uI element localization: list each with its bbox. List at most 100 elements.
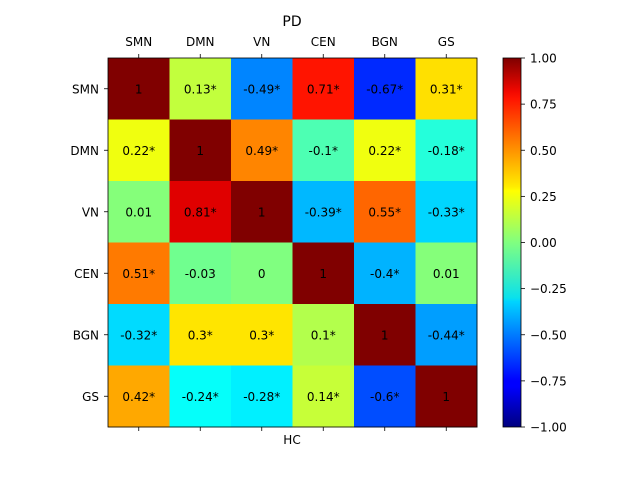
cell-label-5-2: -0.28* xyxy=(243,390,280,404)
cell-label-0-3: 0.71* xyxy=(307,82,340,96)
heatmap-cell-3-1 xyxy=(169,242,232,305)
heatmap-cell-1-3 xyxy=(292,119,355,182)
colorbar-gradient xyxy=(502,57,522,428)
cell-label-3-1: -0.03 xyxy=(185,267,216,281)
y-tick-label-3: CEN xyxy=(74,267,99,281)
heatmap-cell-5-2 xyxy=(231,365,293,428)
cell-label-2-0: 0.01 xyxy=(125,205,152,219)
cell-label-4-4: 1 xyxy=(381,328,389,342)
cell-label-1-3: -0.1* xyxy=(309,144,338,158)
colorbar-tick-label-1: 0.75 xyxy=(530,98,557,112)
heatmap-cell-3-4 xyxy=(354,242,416,305)
heatmap-frame xyxy=(107,57,478,428)
y-tick-label-1: DMN xyxy=(70,144,99,158)
chart-title: PD xyxy=(282,14,301,30)
colorbar-tick-label-4: 0.00 xyxy=(530,236,557,250)
cell-label-0-1: 0.13* xyxy=(184,82,217,96)
heatmap-cell-2-2 xyxy=(231,181,293,243)
cell-label-3-4: -0.4* xyxy=(370,267,399,281)
heatmap-cell-3-5 xyxy=(415,242,478,305)
colorbar-tick-label-6: −0.50 xyxy=(530,328,567,342)
cell-label-5-1: -0.24* xyxy=(182,390,219,404)
y-tick-label-0: SMN xyxy=(72,82,99,96)
cell-label-1-1: 1 xyxy=(196,144,204,158)
cell-label-1-2: 0.49* xyxy=(245,144,278,158)
heatmap-cell-1-4 xyxy=(354,119,416,182)
cell-label-1-0: 0.22* xyxy=(122,144,155,158)
cell-label-5-0: 0.42* xyxy=(122,390,155,404)
colorbar-tick-label-2: 0.50 xyxy=(530,144,557,158)
heatmap-cell-4-5 xyxy=(415,304,478,366)
heatmap-cell-2-1 xyxy=(169,181,232,243)
heatmap-cell-5-4 xyxy=(354,365,416,428)
heatmap-cell-4-4 xyxy=(354,304,416,366)
y-tick-label-5: GS xyxy=(82,390,99,404)
heatmap-cell-5-1 xyxy=(169,365,232,428)
cell-label-0-4: -0.67* xyxy=(366,82,403,96)
x-tick-label-5: GS xyxy=(438,35,455,49)
heatmap-cells xyxy=(107,57,478,428)
heatmap-cell-0-2 xyxy=(231,58,293,120)
heatmap-cell-0-0 xyxy=(108,58,170,120)
y-tick-label-2: VN xyxy=(82,205,99,219)
heatmap-cell-5-5 xyxy=(415,365,478,428)
cell-label-3-5: 0.01 xyxy=(433,267,460,281)
cell-label-2-3: -0.39* xyxy=(305,205,342,219)
heatmap-cell-2-3 xyxy=(292,181,355,243)
colorbar-tick-label-3: 0.25 xyxy=(530,190,557,204)
cell-label-1-4: 0.22* xyxy=(368,144,401,158)
cell-label-0-5: 0.31* xyxy=(430,82,463,96)
cell-label-5-4: -0.6* xyxy=(370,390,399,404)
cell-label-2-5: -0.33* xyxy=(428,205,465,219)
cell-label-2-2: 1 xyxy=(258,205,266,219)
heatmap-cell-5-0 xyxy=(108,365,170,428)
x-axis-ticks: SMN DMN VN CEN BGN GS xyxy=(125,35,455,431)
heatmap-cell-4-2 xyxy=(231,304,293,366)
cell-label-4-3: 0.1* xyxy=(311,328,336,342)
x-tick-label-0: SMN xyxy=(125,35,152,49)
heatmap-cell-labels: 1 0.13* -0.49* 0.71* -0.67* 0.31* 0.22* 1 0.49* -… xyxy=(120,82,465,404)
cell-label-3-2: 0 xyxy=(258,267,266,281)
x-tick-label-1: DMN xyxy=(186,35,215,49)
colorbar-tick-label-8: −1.00 xyxy=(530,421,567,435)
heatmap-cell-4-3 xyxy=(292,304,355,366)
cell-label-4-0: -0.32* xyxy=(120,328,157,342)
x-axis-label: HC xyxy=(283,433,300,447)
x-tick-label-2: VN xyxy=(253,35,270,49)
y-tick-label-4: BGN xyxy=(73,328,99,342)
heatmap-cell-0-1 xyxy=(169,58,232,120)
heatmap-cell-5-3 xyxy=(292,365,355,428)
heatmap-cell-3-2 xyxy=(231,242,293,305)
heatmap-cell-0-3 xyxy=(292,58,355,120)
heatmap-cell-2-5 xyxy=(415,181,478,243)
colorbar-ticks: 1.00 0.75 0.50 0.25 0.00 −0.25 −0.50 −0.75 −1.00 xyxy=(521,52,567,435)
heatmap-cell-1-1 xyxy=(169,119,232,182)
cell-label-4-5: -0.44* xyxy=(428,328,465,342)
heatmap-cell-4-1 xyxy=(169,304,232,366)
heatmap-cell-3-0 xyxy=(108,242,170,305)
heatmap-cell-4-0 xyxy=(108,304,170,366)
heatmap-cell-3-3 xyxy=(292,242,355,305)
cell-label-4-2: 0.3* xyxy=(249,328,274,342)
colorbar-tick-label-0: 1.00 xyxy=(530,52,557,66)
cell-label-3-0: 0.51* xyxy=(122,267,155,281)
y-axis-ticks: SMN DMN VN CEN BGN GS xyxy=(70,82,108,404)
heatmap-cell-0-5 xyxy=(415,58,478,120)
heatmap-cell-1-2 xyxy=(231,119,293,182)
cell-label-2-4: 0.55* xyxy=(368,205,401,219)
colorbar-tick-label-5: −0.25 xyxy=(530,282,567,296)
x-tick-label-3: CEN xyxy=(311,35,336,49)
heatmap-cell-1-0 xyxy=(108,119,170,182)
cell-label-1-5: -0.18* xyxy=(428,144,465,158)
cell-label-0-0: 1 xyxy=(135,82,143,96)
cell-label-4-1: 0.3* xyxy=(188,328,213,342)
colorbar-tick-label-7: −0.75 xyxy=(530,374,567,388)
x-tick-label-4: BGN xyxy=(372,35,398,49)
cell-label-5-3: 0.14* xyxy=(307,390,340,404)
heatmap-cell-1-5 xyxy=(415,119,478,182)
cell-label-2-1: 0.81* xyxy=(184,205,217,219)
cell-label-3-3: 1 xyxy=(319,267,327,281)
heatmap-cell-2-0 xyxy=(108,181,170,243)
